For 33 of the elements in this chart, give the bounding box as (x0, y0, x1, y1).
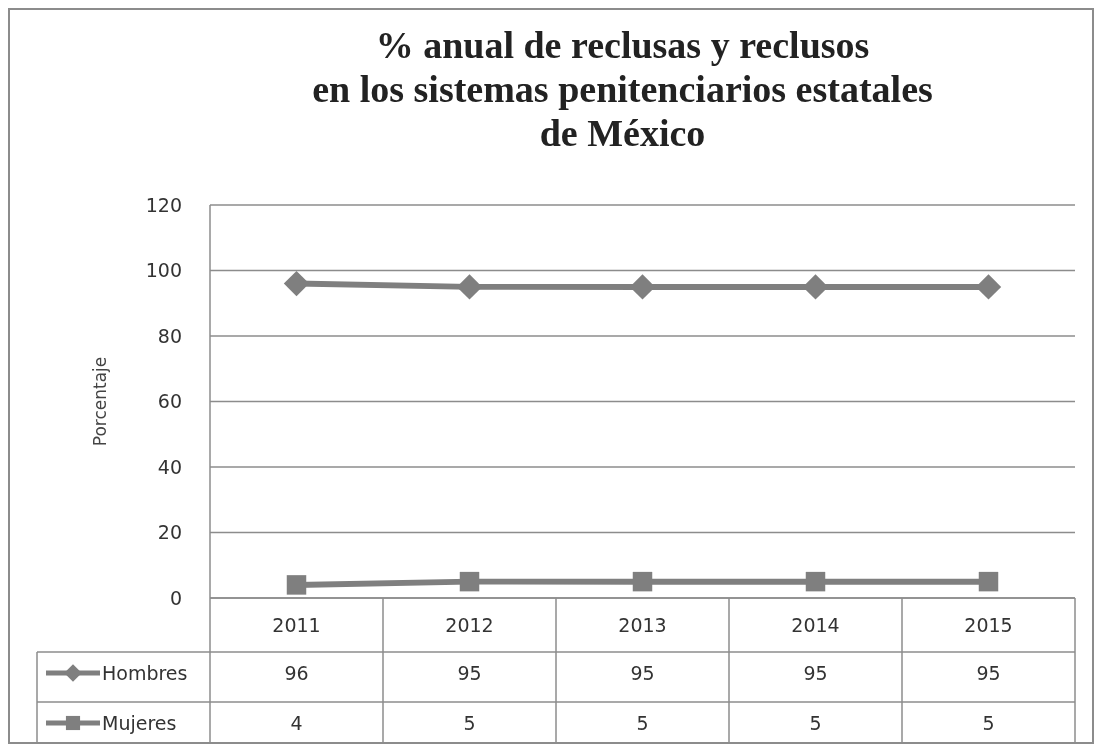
x-tick-label: 2014 (791, 614, 840, 636)
point (286, 575, 307, 595)
y-tick-label: 100 (145, 259, 182, 282)
data-label: 5 (636, 711, 649, 734)
legend-label: Hombres (102, 661, 188, 684)
x-tick-label: 2013 (618, 614, 667, 636)
point (632, 571, 653, 592)
chart-title: % anual de reclusas y reclusos en los sistemas penitenciarios estatales de México (312, 24, 933, 154)
y-axis-title: Porcentaje (90, 356, 110, 447)
data-label: 95 (630, 661, 655, 684)
x-tick-label: 2015 (964, 614, 1013, 636)
point (283, 270, 310, 297)
y-tick-label: 40 (157, 455, 182, 478)
point (456, 274, 483, 300)
data-label: 5 (463, 711, 476, 734)
point (978, 571, 999, 592)
y-tick-label: 80 (157, 324, 182, 347)
data-label: 4 (290, 711, 303, 734)
point (805, 571, 826, 592)
data-label: 96 (284, 661, 309, 684)
y-tick-label: 20 (157, 521, 182, 544)
x-tick-label: 2011 (272, 614, 321, 636)
data-label: 95 (457, 661, 482, 684)
data-label: 5 (982, 711, 995, 734)
point (459, 571, 480, 592)
data-label: 5 (809, 711, 822, 734)
data-label: 95 (976, 661, 1001, 684)
y-tick-label: 60 (157, 390, 182, 413)
y-tick-label: 0 (169, 586, 182, 609)
legend-label: Mujeres (102, 711, 177, 734)
data-label: 95 (803, 661, 828, 684)
x-tick-label: 2012 (445, 614, 494, 636)
y-tick-label: 120 (145, 193, 182, 216)
